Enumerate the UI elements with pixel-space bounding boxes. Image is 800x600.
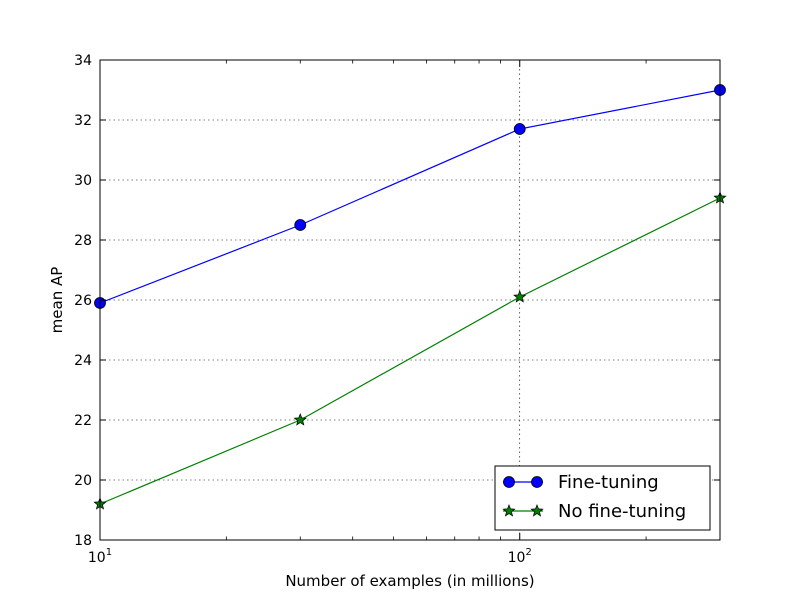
legend: Fine-tuning No fine-tuning <box>494 465 711 531</box>
y-tick-label: 34 <box>74 53 92 69</box>
data-point-fine-tuning <box>294 219 307 231</box>
legend-marker <box>530 504 544 517</box>
y-tick-label: 32 <box>74 113 92 129</box>
legend-entries: Fine-tuning No fine-tuning <box>502 472 686 522</box>
legend-marker <box>503 476 515 488</box>
series-layer <box>93 84 727 510</box>
data-point-fine-tuning <box>513 123 526 135</box>
legend-label: No fine-tuning <box>558 501 686 522</box>
plot-background <box>100 60 720 540</box>
legend-marker <box>502 504 516 517</box>
y-axis-label: mean AP <box>48 267 66 334</box>
legend-box <box>494 465 711 531</box>
legend-marker <box>531 476 543 488</box>
series-line-fine-tuning <box>99 89 721 304</box>
data-point-no-fine-tuning <box>513 290 527 303</box>
y-tick-label: 30 <box>74 173 92 189</box>
y-tick-label: 26 <box>74 293 92 309</box>
y-tick-label: 24 <box>74 353 92 369</box>
legend-item-fine-tuning: Fine-tuning <box>503 472 659 493</box>
y-tick-labels: 18 20 22 24 26 28 30 32 34 <box>74 53 92 549</box>
legend-item-no-fine-tuning: No fine-tuning <box>502 501 686 522</box>
major-ticks <box>99 59 720 541</box>
series-line-no-fine-tuning <box>99 197 721 505</box>
y-tick-label: 20 <box>74 473 92 489</box>
legend-label: Fine-tuning <box>558 472 659 493</box>
data-point-no-fine-tuning <box>293 413 307 426</box>
y-tick-label: 28 <box>74 233 92 249</box>
y-tick-label: 18 <box>74 533 92 549</box>
plot-area <box>100 60 720 540</box>
x-axis-label: Number of examples (in millions) <box>285 572 534 590</box>
y-tick-label: 22 <box>74 413 92 429</box>
